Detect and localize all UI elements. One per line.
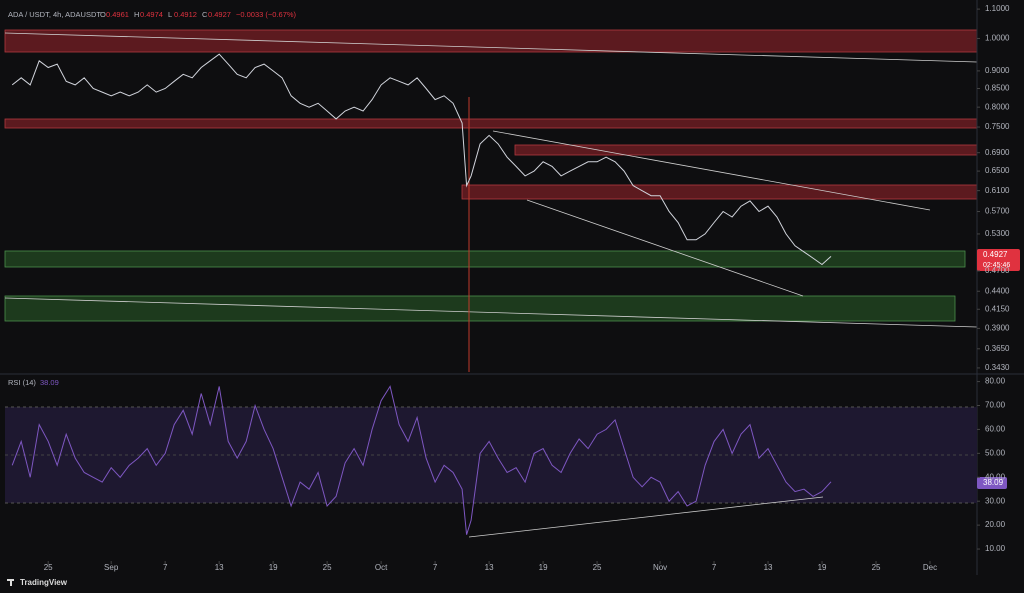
ohlc-value: 0.4974 (140, 10, 163, 19)
price-tag (977, 249, 1020, 271)
x-tick-label: 7 (163, 563, 168, 572)
y-tick-label: 70.00 (985, 401, 1006, 410)
y-tick-label: 0.3900 (985, 324, 1010, 333)
trend-line (492, 130, 931, 211)
ohlc-label: O (100, 10, 106, 19)
y-tick-label: 0.4700 (985, 266, 1010, 275)
x-tick-label: 25 (44, 563, 53, 572)
x-tick-label: 19 (539, 563, 548, 572)
brand: TradingView (20, 578, 68, 587)
ohlc-value: 0.4961 (106, 10, 129, 19)
resistance-zone (461, 184, 978, 200)
x-tick-label: 13 (485, 563, 494, 572)
rsi-value: 38.09 (40, 378, 59, 387)
ohlc-label: L (168, 10, 172, 19)
y-tick-label: 0.6100 (985, 186, 1010, 195)
ohlc-label: C (202, 10, 208, 19)
y-tick-label: 0.3650 (985, 344, 1010, 353)
resistance-zone (514, 144, 978, 156)
y-tick-label: 0.6500 (985, 166, 1010, 175)
y-tick-label: 50.00 (985, 448, 1006, 457)
y-tick-label: 40.00 (985, 472, 1006, 481)
trend-line (526, 199, 804, 297)
x-tick-label: 25 (593, 563, 602, 572)
trend-line (4, 32, 978, 63)
y-tick-label: 1.1000 (985, 4, 1010, 13)
countdown: 02:45:46 (983, 262, 1010, 269)
resistance-zone (4, 29, 978, 53)
x-tick-label: Sep (104, 563, 119, 572)
y-tick-label: 0.5700 (985, 207, 1010, 216)
y-tick-label: 30.00 (985, 496, 1006, 505)
ohlc-value: 0.4927 (208, 10, 231, 19)
x-tick-label: 13 (215, 563, 224, 572)
ohlc-value: 0.4912 (174, 10, 197, 19)
y-tick-label: 0.4400 (985, 286, 1010, 295)
y-tick-label: 10.00 (985, 544, 1006, 553)
y-tick-label: 80.00 (985, 377, 1006, 386)
change: −0.0033 (−0.67%) (236, 10, 297, 19)
y-tick-label: 0.5300 (985, 229, 1010, 238)
y-tick-label: 0.8000 (985, 102, 1010, 111)
x-tick-label: Oct (375, 563, 388, 572)
x-tick-label: 7 (433, 563, 438, 572)
rsi-title: RSI (14) (8, 378, 36, 387)
ohlc-label: H (134, 10, 139, 19)
x-tick-label: Dec (923, 563, 937, 572)
x-tick-label: 25 (323, 563, 332, 572)
price-line (11, 53, 832, 266)
y-tick-label: 0.6900 (985, 148, 1010, 157)
rsi-trend-line (468, 496, 824, 538)
support-zone (4, 250, 966, 268)
x-tick-label: 7 (712, 563, 717, 572)
rsi-line (11, 385, 832, 535)
y-tick-label: 0.7500 (985, 122, 1010, 131)
y-tick-label: 0.9000 (985, 66, 1010, 75)
x-tick-label: Nov (653, 563, 667, 572)
y-tick-label: 0.4150 (985, 304, 1010, 313)
y-tick-label: 1.0000 (985, 34, 1010, 43)
y-tick-label: 20.00 (985, 520, 1006, 529)
symbol: ADA / USDT, 4h, ADAUSDT (8, 10, 101, 19)
price-tag-value: 0.4927 (983, 250, 1008, 259)
x-tick-label: 19 (269, 563, 278, 572)
x-tick-label: 13 (764, 563, 773, 572)
support-zone (4, 295, 956, 322)
rsi-tag-value: 38.09 (983, 478, 1004, 487)
resistance-zone (4, 118, 978, 129)
y-tick-label: 60.00 (985, 425, 1006, 434)
x-tick-label: 19 (818, 563, 827, 572)
trend-line (4, 297, 978, 328)
y-tick-label: 0.8500 (985, 84, 1010, 93)
rsi-tag (977, 477, 1007, 489)
brand-logo (7, 579, 14, 586)
y-tick-label: 0.3430 (985, 363, 1010, 372)
x-tick-label: 25 (872, 563, 881, 572)
